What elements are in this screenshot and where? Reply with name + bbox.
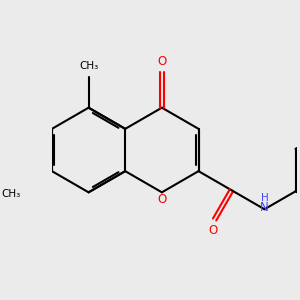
Text: H: H bbox=[261, 193, 268, 203]
Text: N: N bbox=[260, 201, 269, 214]
Text: CH₃: CH₃ bbox=[79, 61, 98, 71]
Text: O: O bbox=[157, 55, 167, 68]
Text: O: O bbox=[208, 224, 218, 237]
Text: CH₃: CH₃ bbox=[1, 189, 20, 200]
Text: O: O bbox=[157, 193, 167, 206]
